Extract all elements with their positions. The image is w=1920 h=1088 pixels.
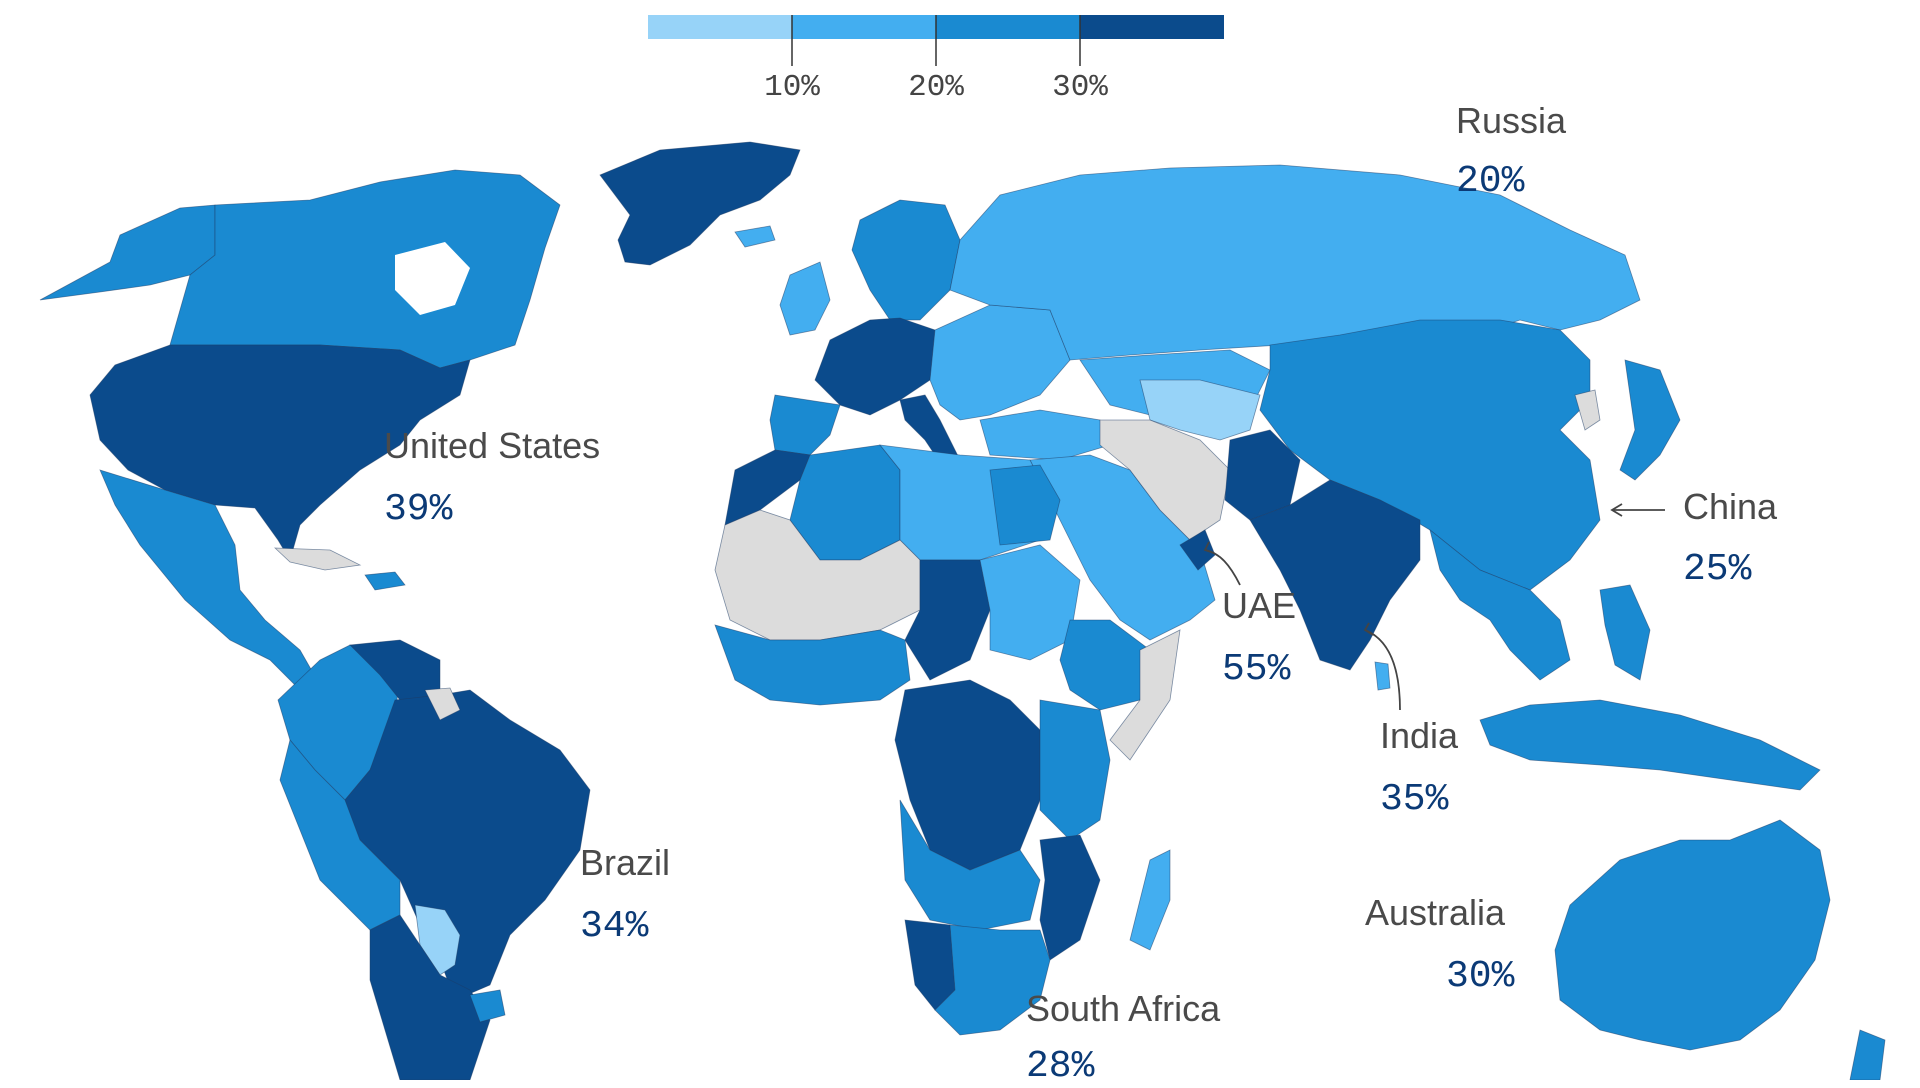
region-canada [169, 169, 561, 369]
region-cuba [273, 547, 362, 571]
region-hispaniola [364, 571, 406, 591]
region-scandinavia [851, 199, 961, 321]
legend-tick-30: 30% [1052, 70, 1108, 105]
callout-australia-value: 30% [1446, 955, 1515, 998]
region-indonesia [1479, 699, 1821, 791]
region-madagascar [1129, 849, 1171, 951]
region-east-africa [1039, 699, 1111, 841]
region-alaska [39, 204, 216, 301]
callout-india-label: India [1380, 715, 1459, 756]
region-turkey [979, 409, 1111, 461]
region-united-kingdom [779, 261, 831, 336]
callout-russia-value: 20% [1456, 160, 1525, 203]
legend-swatch-2 [792, 15, 936, 39]
callout-brazil-value: 34% [580, 905, 649, 948]
india-arrowhead [1363, 622, 1374, 636]
china-arrowhead [1610, 503, 1623, 517]
legend-swatch-1 [648, 15, 792, 39]
region-somalia [1109, 629, 1181, 761]
region-south-africa [934, 924, 1051, 1036]
region-australia [1554, 819, 1831, 1051]
uae-arrowhead [1203, 541, 1215, 554]
callout-india-value: 35% [1380, 778, 1449, 821]
region-ethiopia [1059, 619, 1151, 711]
callout-united-states-label: United States [384, 425, 601, 466]
callout-australia-label: Australia [1365, 892, 1506, 933]
region-philippines [1599, 584, 1651, 681]
region-egypt [989, 464, 1061, 546]
legend-swatch-4 [1080, 15, 1224, 39]
region-southeast-asia [1429, 528, 1571, 681]
callout-uae-label: UAE [1222, 585, 1297, 626]
callout-brazil-label: Brazil [580, 842, 671, 883]
callout-south-africa-label: South Africa [1026, 988, 1221, 1029]
region-iberia [769, 394, 841, 456]
region-greenland [599, 141, 801, 266]
region-angola [899, 799, 1041, 931]
region-west-africa [714, 624, 911, 706]
region-japan [1619, 359, 1681, 481]
callout-uae-value: 55% [1222, 648, 1291, 691]
region-sudan [979, 544, 1081, 661]
region-argentina [369, 914, 491, 1080]
region-eastern-europe [929, 304, 1071, 421]
region-russia [949, 164, 1641, 361]
region-guianas [424, 687, 461, 721]
legend-tick-10: 10% [764, 70, 820, 105]
region-iceland [734, 225, 776, 248]
region-sri-lanka [1374, 661, 1391, 691]
region-china [1259, 319, 1601, 591]
callout-china-label: China [1683, 486, 1778, 527]
region-new-zealand [1849, 1029, 1886, 1080]
legend-tick-20: 20% [908, 70, 964, 105]
callout-russia-label: Russia [1456, 100, 1567, 141]
region-mozambique [1039, 834, 1101, 961]
region-uae [1179, 529, 1216, 571]
region-united-states [89, 344, 471, 561]
callout-south-africa-value: 28% [1026, 1045, 1095, 1088]
callout-united-states-value: 39% [384, 488, 453, 531]
callout-arrows [1203, 503, 1665, 711]
region-korea [1574, 389, 1601, 431]
callout-china-value: 25% [1683, 548, 1752, 591]
region-uruguay [469, 989, 506, 1023]
region-india [1249, 479, 1421, 671]
legend-swatch-3 [936, 15, 1080, 39]
region-hudson-bay [395, 242, 470, 315]
region-namibia [904, 919, 956, 1011]
color-legend [648, 15, 1224, 66]
region-western-europe [814, 317, 936, 416]
